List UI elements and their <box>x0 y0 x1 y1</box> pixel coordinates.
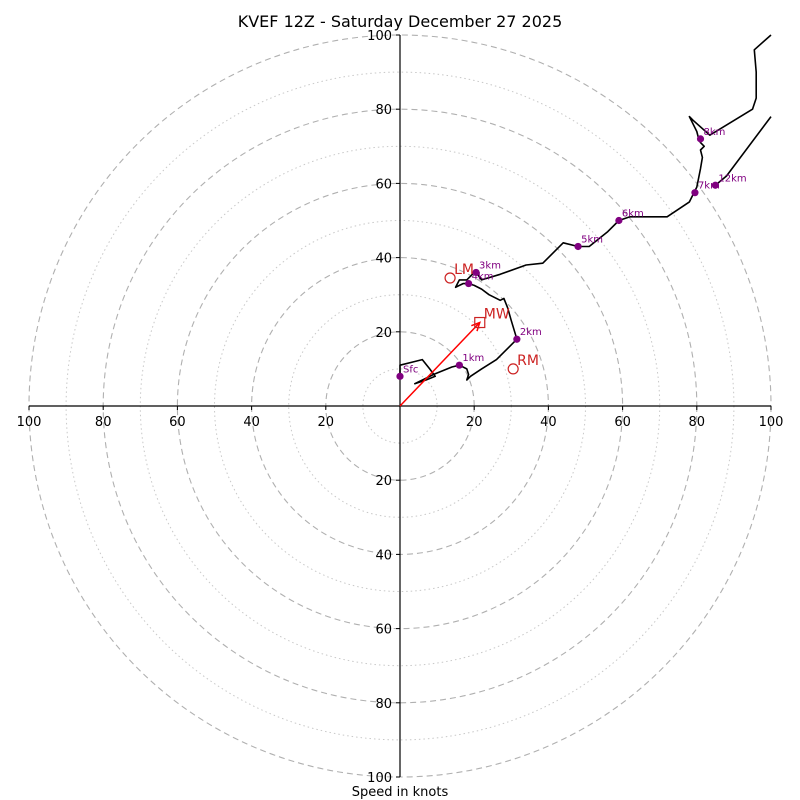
x-tick-label: 40 <box>540 415 557 430</box>
y-tick-label: 80 <box>375 697 392 712</box>
hodograph-line-hodograph <box>399 34 772 385</box>
height-marker-3km <box>472 268 480 277</box>
y-tick-label: 100 <box>367 29 392 44</box>
height-label-5km: 5km <box>581 234 603 245</box>
x-tick-label: 80 <box>95 415 112 430</box>
storm-motion-markers: LM MW RM <box>444 262 539 375</box>
y-tick-label: 40 <box>375 252 392 267</box>
storm-marker-lm <box>444 272 456 284</box>
height-marker-1km <box>455 361 463 369</box>
height-marker-5km <box>574 242 582 251</box>
height-marker-8km <box>696 135 705 143</box>
y-tick-label: 100 <box>367 771 392 786</box>
y-tick-label: 20 <box>375 326 392 341</box>
height-label-3km: 3km <box>479 260 501 271</box>
height-label-1km: 1km <box>462 353 484 364</box>
height-label-7km: 7km <box>698 181 720 192</box>
y-tick-label: 60 <box>375 623 392 638</box>
height-label-8km: 8km <box>704 127 726 138</box>
y-tick-label: 80 <box>375 103 392 118</box>
height-marker-sfc <box>396 372 404 380</box>
height-marker-7km <box>691 189 699 197</box>
x-tick-label: 60 <box>614 415 631 430</box>
tick-labels: 100 80 60 40 20 20 40 60 80 100 100 80 60 40 20 20 40 60 8… <box>17 29 784 786</box>
height-label-4km: 4km <box>472 272 494 283</box>
height-marker-12km <box>711 181 719 189</box>
hodograph-line-upper-segment <box>714 116 772 186</box>
height-marker-4km <box>465 279 473 288</box>
storm-label-rm: RM <box>517 353 539 369</box>
y-tick-label: 40 <box>375 548 392 563</box>
storm-marker-mw <box>474 316 486 329</box>
chart-title: KVEF 12Z - Saturday December 27 2025 <box>238 12 563 31</box>
x-tick-label: 100 <box>17 415 42 430</box>
y-tick-label: 20 <box>375 474 392 489</box>
x-tick-label: 80 <box>689 415 706 430</box>
x-tick-label: 60 <box>169 415 186 430</box>
x-axis-label: Speed in knots <box>352 785 449 800</box>
height-label-6km: 6km <box>622 209 644 220</box>
storm-label-lm: LM <box>454 262 474 278</box>
x-tick-label: 40 <box>243 415 260 430</box>
height-marker-6km <box>615 216 623 225</box>
x-tick-label: 20 <box>466 415 483 430</box>
hodograph-series <box>399 34 772 385</box>
x-tick-label: 100 <box>759 415 784 430</box>
height-marker-2km <box>513 335 521 343</box>
storm-marker-rm <box>507 363 519 375</box>
shear-vector-line <box>399 322 481 407</box>
y-tick-label: 60 <box>375 177 392 192</box>
shear-vector <box>399 321 481 407</box>
storm-label-mw: MW <box>484 307 510 323</box>
height-label-12km: 12km <box>718 173 746 184</box>
x-tick-label: 20 <box>318 415 335 430</box>
height-label-sfc: Sfc <box>403 364 418 375</box>
shear-vector-arrowhead <box>471 321 481 332</box>
height-label-2km: 2km <box>520 327 542 338</box>
